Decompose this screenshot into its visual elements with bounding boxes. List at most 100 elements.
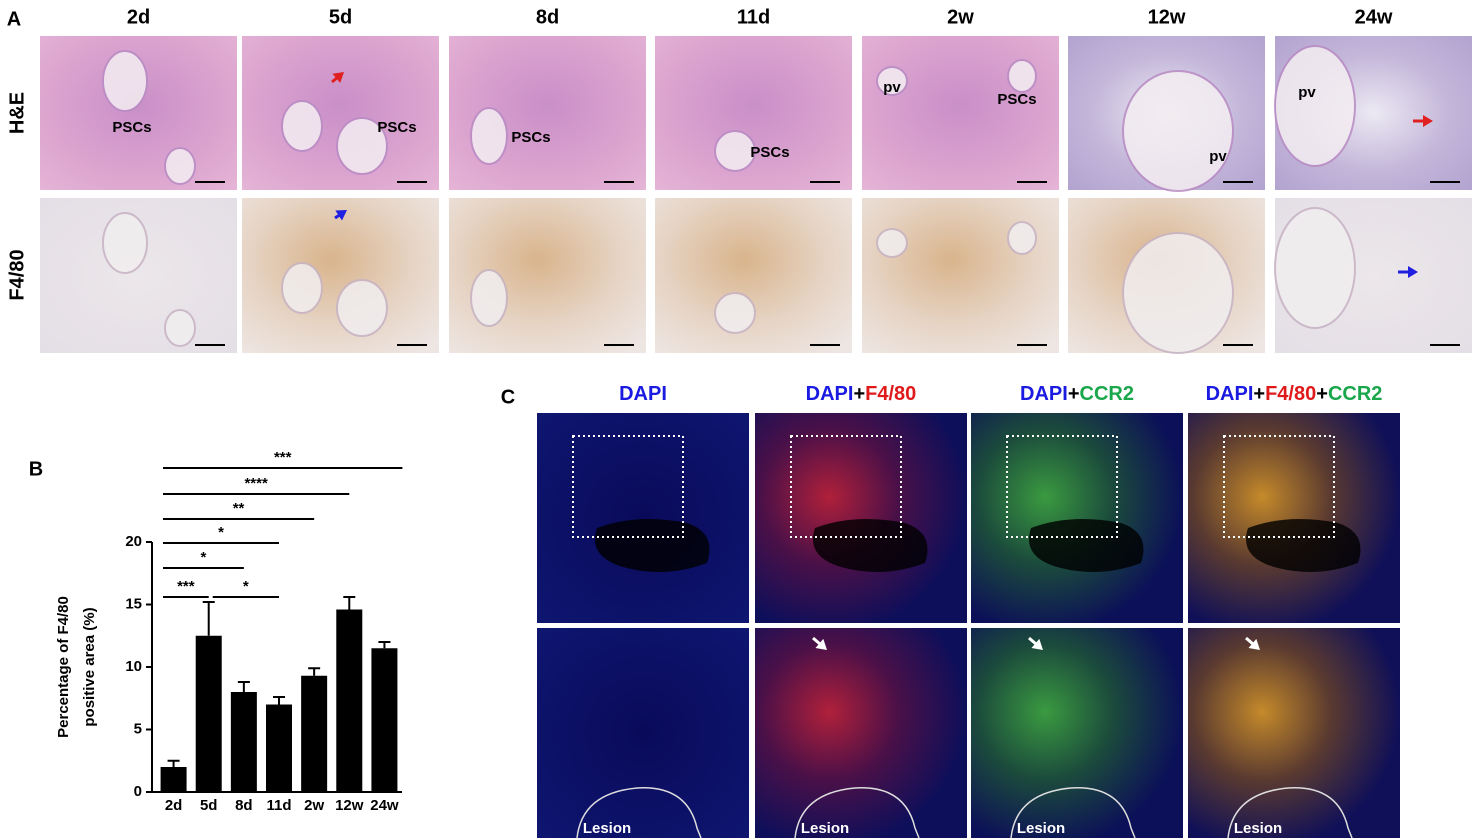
significance-label: ****	[244, 475, 268, 492]
arrow-head	[1031, 638, 1043, 650]
he-image	[655, 36, 852, 190]
column-header: 5d	[329, 6, 352, 28]
lumen	[813, 519, 928, 572]
arrow	[1398, 266, 1418, 278]
vessel	[1007, 221, 1037, 255]
bar	[301, 675, 328, 792]
header-part: DAPI	[806, 383, 854, 405]
lesion-outline	[1010, 787, 1136, 839]
column-header: DAPI+F4/80	[806, 383, 917, 405]
fluorescence-image	[971, 628, 1183, 838]
vessel	[1274, 207, 1356, 329]
significance-label: **	[233, 500, 245, 517]
ihc-image	[862, 198, 1059, 353]
x-tick-label: 12w	[335, 797, 364, 814]
column-header: 24w	[1355, 6, 1393, 28]
column-header: DAPI+F4/80+CCR2	[1206, 383, 1383, 405]
arrow-head	[815, 638, 827, 650]
column-header: 2w	[947, 6, 974, 28]
zoom-box	[790, 435, 902, 538]
ihc-image	[655, 198, 852, 353]
vessel	[336, 279, 388, 337]
header-part: +	[1068, 383, 1080, 405]
zoom-box	[1223, 435, 1335, 538]
lesion-outline	[576, 787, 702, 839]
y-axis-label: Percentage of F4/80	[55, 596, 72, 738]
panel-label: B	[29, 458, 43, 480]
he-image	[862, 36, 1059, 190]
arrow-head	[335, 210, 347, 221]
fluorescence-image	[1188, 628, 1400, 838]
arrow	[812, 636, 827, 650]
y-tick-label: 20	[125, 533, 142, 550]
lumen	[1246, 519, 1361, 572]
x-tick-label: 24w	[370, 797, 399, 814]
column-header: DAPI	[619, 383, 667, 405]
lesion-label: Lesion	[583, 820, 631, 837]
bar	[371, 648, 398, 792]
header-part: DAPI	[1020, 383, 1068, 405]
vessel	[876, 228, 908, 258]
vessel	[470, 269, 508, 327]
y-axis-label: positive area (%)	[81, 607, 98, 726]
arrow	[334, 210, 347, 221]
bar	[160, 767, 187, 792]
vessel	[281, 100, 323, 152]
header-part: CCR2	[1080, 383, 1134, 405]
vessel	[1274, 45, 1356, 167]
vessel	[714, 130, 756, 172]
column-header: 11d	[737, 6, 770, 28]
x-tick-label: 2w	[304, 797, 324, 814]
bar	[266, 704, 292, 792]
vessel	[336, 117, 388, 175]
x-tick-label: 11d	[266, 797, 291, 814]
arrow	[331, 72, 344, 84]
vessel	[1122, 70, 1234, 192]
vessel	[164, 147, 196, 185]
vessel	[102, 212, 148, 274]
header-part: F4/80	[865, 383, 916, 405]
header-part: +	[1316, 383, 1328, 405]
image-label: pv	[883, 79, 901, 96]
lumen	[1029, 519, 1144, 572]
image-label: pv	[1298, 84, 1316, 101]
vessel	[1122, 232, 1234, 354]
x-tick-label: 8d	[235, 797, 253, 814]
vessel	[164, 309, 196, 347]
panel-label: A	[7, 8, 21, 30]
arrow-head	[332, 72, 344, 84]
image-label: PSCs	[511, 129, 550, 146]
arrow-head	[1248, 638, 1260, 650]
image-label: PSCs	[750, 144, 789, 161]
lesion-outline	[1227, 787, 1353, 839]
arrow-head	[1423, 115, 1433, 127]
fluorescence-image	[537, 413, 749, 623]
zoom-box	[572, 435, 684, 538]
header-part: +	[853, 383, 865, 405]
fluorescence-image	[1188, 413, 1400, 623]
fluorescence-image	[537, 628, 749, 838]
bar	[336, 609, 363, 792]
vessel	[1007, 59, 1037, 93]
header-part: CCR2	[1328, 383, 1382, 405]
x-tick-label: 5d	[200, 797, 218, 814]
vessel	[281, 262, 323, 314]
x-tick-label: 2d	[165, 797, 183, 814]
lesion-label: Lesion	[1017, 820, 1065, 837]
header-part: DAPI	[619, 383, 667, 405]
arrow	[1028, 636, 1043, 650]
vessel	[876, 66, 908, 96]
header-part: F4/80	[1265, 383, 1316, 405]
arrow	[1245, 636, 1260, 650]
column-header: 8d	[536, 6, 559, 28]
arrow	[1413, 115, 1433, 127]
y-tick-label: 0	[134, 783, 142, 800]
lesion-label: Lesion	[1234, 820, 1282, 837]
vessel	[470, 107, 508, 165]
column-header: 12w	[1148, 6, 1186, 28]
ihc-image	[242, 198, 439, 353]
lesion-outline	[794, 787, 920, 839]
image-label: PSCs	[112, 119, 151, 136]
bar	[195, 635, 222, 792]
